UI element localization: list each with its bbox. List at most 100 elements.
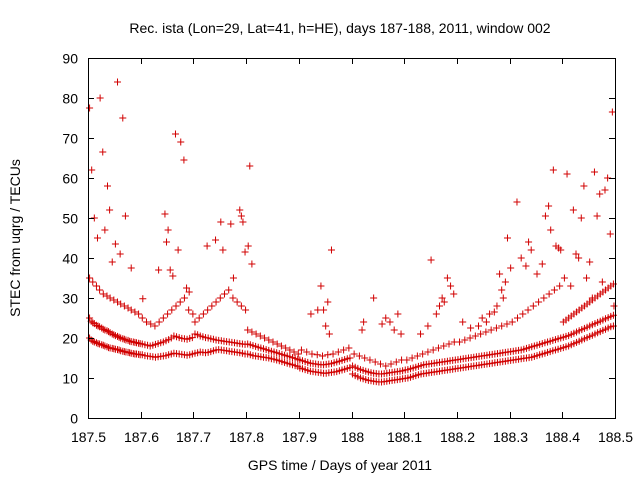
data-point: [94, 322, 102, 330]
data-point: [203, 242, 211, 250]
x-tick-label: 188.2: [440, 429, 475, 445]
data-point: [524, 306, 532, 314]
data-point: [282, 344, 290, 352]
data-point: [212, 298, 220, 306]
data-point: [99, 290, 107, 298]
data-point: [499, 294, 507, 302]
data-point: [496, 270, 504, 278]
data-point: [390, 326, 398, 334]
x-tick-label: 188.1: [387, 429, 422, 445]
data-point: [529, 302, 537, 310]
data-points: [86, 78, 618, 386]
data-point: [376, 360, 384, 368]
x-tick-label: 187.5: [71, 429, 106, 445]
data-point: [86, 104, 94, 112]
data-point: [188, 334, 196, 342]
data-point: [438, 294, 446, 302]
data-point: [586, 258, 594, 266]
data-point: [92, 321, 100, 329]
data-point: [111, 240, 119, 248]
data-point: [370, 294, 378, 302]
x-tick-label: 188: [341, 429, 365, 445]
data-point: [346, 354, 354, 362]
data-point: [105, 328, 113, 336]
data-point: [366, 356, 374, 364]
data-point: [233, 298, 241, 306]
data-point: [408, 354, 416, 362]
data-point: [403, 356, 411, 364]
data-point: [327, 246, 335, 254]
data-point: [569, 206, 577, 214]
data-point: [340, 346, 348, 354]
data-point: [361, 354, 369, 362]
x-tick-label: 188.5: [598, 429, 633, 445]
data-point: [501, 278, 509, 286]
data-point: [397, 330, 405, 338]
data-point: [503, 234, 511, 242]
x-tick-label: 187.6: [124, 429, 159, 445]
x-axis: 187.5 187.6 187.7 187.8 187.9 188 188.1 188.2 18…: [71, 58, 633, 445]
data-point: [135, 310, 143, 318]
data-point: [427, 256, 435, 264]
data-point: [277, 342, 285, 350]
data-point: [556, 282, 564, 290]
data-point: [114, 332, 122, 340]
data-point: [394, 310, 402, 318]
data-point: [490, 308, 498, 316]
data-point: [191, 318, 199, 326]
y-tick-label: 60: [62, 171, 78, 187]
data-point: [535, 298, 543, 306]
data-point: [99, 148, 107, 156]
data-point: [229, 274, 237, 282]
data-point: [199, 310, 207, 318]
data-point: [319, 352, 327, 360]
data-point: [237, 302, 245, 310]
data-point: [456, 338, 464, 346]
data-point: [572, 250, 580, 258]
data-point: [147, 320, 155, 328]
x-tick-label: 187.9: [282, 429, 317, 445]
y-tick-label: 80: [62, 91, 78, 107]
data-point: [538, 260, 546, 268]
data-point: [608, 108, 616, 116]
data-point: [236, 206, 244, 214]
y-axis: 0 10 20 30 40 50 60 70 80 90: [62, 51, 615, 427]
data-point: [593, 212, 601, 220]
data-point: [507, 264, 515, 272]
data-point: [527, 246, 535, 254]
data-point: [183, 284, 191, 292]
data-point: [195, 314, 203, 322]
data-point: [450, 290, 458, 298]
data-point: [325, 330, 333, 338]
data-point: [219, 246, 227, 254]
data-point: [171, 130, 179, 138]
data-point: [248, 328, 256, 336]
data-point: [168, 306, 176, 314]
data-point: [525, 238, 533, 246]
data-point: [92, 282, 100, 290]
data-point: [114, 78, 122, 86]
data-point: [382, 314, 390, 322]
data-point: [596, 190, 604, 198]
data-point: [244, 326, 252, 334]
data-point: [204, 306, 212, 314]
data-point: [307, 310, 315, 318]
data-point: [116, 250, 124, 258]
data-point: [533, 270, 541, 278]
chart-title: Rec. ista (Lon=29, Lat=41, h=HE), days 1…: [129, 20, 550, 36]
data-point: [86, 314, 94, 322]
data-point: [261, 334, 269, 342]
data-point: [419, 350, 427, 358]
data-point: [606, 230, 614, 238]
data-point: [434, 344, 442, 352]
data-point: [273, 340, 281, 348]
data-point: [467, 324, 475, 332]
y-tick-label: 20: [62, 331, 78, 347]
data-point: [101, 226, 109, 234]
data-point: [88, 166, 96, 174]
data-point: [227, 220, 235, 228]
data-point: [108, 258, 116, 266]
data-point: [443, 274, 451, 282]
data-point: [269, 338, 277, 346]
y-tick-label: 10: [62, 371, 78, 387]
